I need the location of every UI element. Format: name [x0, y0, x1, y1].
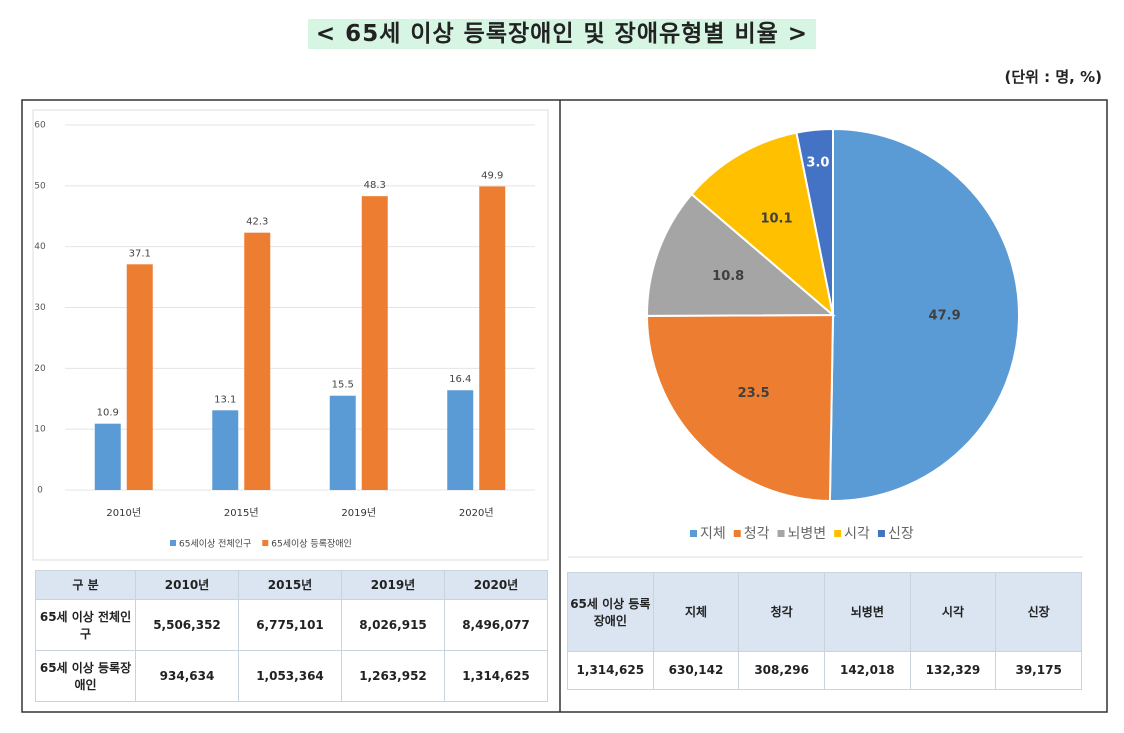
table-cell: 2019년 [341, 570, 445, 600]
bar [212, 410, 239, 490]
bar [244, 232, 271, 491]
table-cell: 2010년 [135, 570, 239, 600]
table-cell: 2020년 [444, 570, 548, 600]
table-cell: 39,175 [995, 650, 1082, 691]
data-label: 10.1 [760, 211, 792, 226]
legend-swatch [170, 540, 176, 546]
table-left: 구 분 2010년 2015년 2019년 2020년 65세 이상 전체인구 5,506,… [35, 570, 548, 703]
table-cell: 934,634 [135, 649, 239, 703]
x-tick-label: 2015년 [224, 507, 259, 519]
table-cell: 65세 이상 등록장애인 [567, 572, 654, 652]
table-cell: 청각 [738, 572, 825, 652]
table-cell: 142,018 [823, 650, 911, 691]
table-cell: 6,775,101 [238, 598, 342, 651]
title: < 65세 이상 등록장애인 및 장애유형별 비율 > [307, 19, 817, 49]
data-label: 42.3 [246, 217, 268, 228]
y-tick-label: 60 [34, 121, 46, 131]
bar-frame [32, 109, 549, 561]
table-cell: 뇌병변 [823, 572, 911, 652]
bar [94, 423, 121, 490]
data-label: 16.4 [449, 374, 471, 385]
pie-slice [828, 127, 1020, 502]
data-label: 48.3 [364, 180, 386, 191]
legend-label: 신장 [888, 526, 914, 542]
table-cell: 308,296 [738, 650, 825, 691]
bar [126, 264, 153, 490]
data-label: 13.1 [214, 394, 236, 405]
table-row: 구 분 2010년 2015년 2019년 2020년 [35, 570, 548, 600]
legend-label: 지체 [700, 526, 726, 542]
data-label: 23.5 [738, 386, 770, 401]
pie-slice [690, 131, 835, 318]
table-cell: 8,496,077 [444, 598, 548, 651]
table-cell: 1,314,625 [444, 649, 548, 703]
x-tick-label: 2010년 [106, 507, 141, 519]
table-cell: 2015년 [238, 570, 342, 600]
y-tick-label: 20 [34, 364, 46, 374]
table-row: 1,314,625 630,142 308,296 142,018 132,329 39,… [567, 650, 1082, 691]
legend-swatch [877, 530, 885, 537]
y-tick-label: 40 [34, 242, 46, 252]
bar [447, 390, 474, 490]
data-label: 10.8 [712, 269, 744, 284]
data-label: 3.0 [806, 156, 829, 171]
legend-swatch [733, 530, 741, 537]
legend-swatch [834, 530, 842, 537]
legend-swatch [262, 540, 269, 546]
title-wrap: < 65세 이상 등록장애인 및 장애유형별 비율 > [0, 14, 1124, 49]
legend-label: 65세이상 전체인구 [179, 539, 251, 550]
table-cell: 630,142 [652, 650, 740, 691]
table-cell: 1,314,625 [567, 650, 654, 691]
table-cell: 5,506,352 [135, 598, 239, 651]
data-label: 37.1 [129, 248, 151, 259]
table-cell: 신장 [995, 572, 1082, 652]
table-cell: 구 분 [35, 570, 136, 600]
legend-swatch [777, 530, 785, 537]
data-label: 47.9 [929, 308, 961, 323]
legend-label: 뇌병변 [788, 526, 827, 542]
x-tick-label: 2020년 [459, 507, 494, 519]
unit: (단위 : 명, %) [1004, 68, 1102, 86]
data-label: 49.9 [481, 170, 503, 181]
table-cell: 65세 이상 등록장애인 [35, 649, 136, 703]
y-tick-label: 0 [37, 486, 43, 496]
table-cell: 65세 이상 전체인구 [35, 598, 136, 651]
table-cell: 1,053,364 [238, 649, 342, 703]
table-row: 65세 이상 전체인구 5,506,352 6,775,101 8,026,915 8,… [35, 598, 548, 651]
table-row: 65세 이상 등록장애인 지체 청각 뇌병변 시각 신장 [567, 572, 1082, 652]
legend-swatch [690, 530, 697, 537]
bar [329, 395, 356, 490]
outer-frame [21, 99, 1108, 713]
x-tick-label: 2019년 [341, 507, 376, 519]
pie-slice [645, 313, 835, 502]
pie-slice [795, 127, 834, 316]
legend-label: 65세이상 등록장애인 [271, 539, 352, 550]
table-row: 65세 이상 등록장애인 934,634 1,053,364 1,263,952 1,3… [35, 649, 548, 703]
bar [361, 196, 388, 491]
table-cell: 시각 [909, 572, 997, 652]
data-label: 10.9 [97, 408, 119, 419]
pie-slice [646, 192, 836, 317]
data-label: 15.5 [332, 380, 354, 391]
table-right: 65세 이상 등록장애인 지체 청각 뇌병변 시각 신장 1,314,625 630,142 3… [567, 572, 1082, 691]
table-cell: 132,329 [909, 650, 997, 691]
table-cell: 8,026,915 [341, 598, 445, 651]
legend-label: 청각 [744, 526, 770, 542]
y-tick-label: 10 [34, 425, 46, 435]
y-tick-label: 30 [34, 303, 46, 313]
legend-label: 시각 [844, 526, 870, 542]
bar [479, 186, 506, 491]
table-cell: 지체 [652, 572, 740, 652]
y-tick-label: 50 [34, 181, 46, 191]
table-cell: 1,263,952 [341, 649, 445, 703]
